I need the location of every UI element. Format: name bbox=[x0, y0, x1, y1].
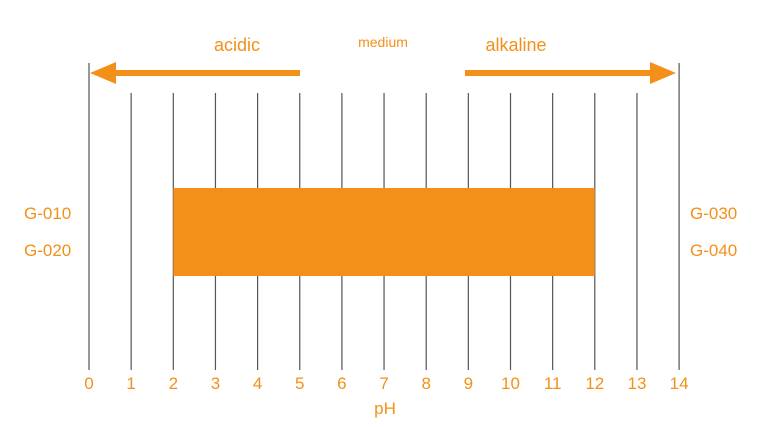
ph-range-bar bbox=[173, 188, 595, 276]
ph-tick-label: 2 bbox=[169, 374, 178, 393]
ph-tick-label: 5 bbox=[295, 374, 304, 393]
ph-tick-label: 12 bbox=[585, 374, 604, 393]
product-code-left-1: G-010 bbox=[24, 204, 71, 223]
ph-tick-label: 8 bbox=[421, 374, 430, 393]
product-code-right-1: G-030 bbox=[690, 204, 737, 223]
medium-label: medium bbox=[358, 34, 408, 50]
ph-tick-labels: 0 1 2 3 4 5 6 7 8 9 10 11 12 13 14 bbox=[84, 374, 688, 393]
ph-tick-label: 3 bbox=[211, 374, 220, 393]
ph-tick-label: 4 bbox=[253, 374, 262, 393]
ph-tick-label: 9 bbox=[464, 374, 473, 393]
ph-tick-label: 1 bbox=[126, 374, 135, 393]
ph-tick-label: 14 bbox=[670, 374, 689, 393]
product-code-left-2: G-020 bbox=[24, 241, 71, 260]
ph-tick-label: 11 bbox=[544, 374, 562, 393]
alkaline-label: alkaline bbox=[485, 35, 546, 55]
ph-tick-label: 13 bbox=[627, 374, 646, 393]
acidic-label: acidic bbox=[214, 35, 260, 55]
acidic-arrow bbox=[90, 62, 300, 84]
ph-tick-label: 10 bbox=[501, 374, 520, 393]
ph-axis-label: pH bbox=[374, 399, 396, 418]
product-code-right-2: G-040 bbox=[690, 241, 737, 260]
ph-tick-label: 7 bbox=[379, 374, 388, 393]
ph-tick-label: 6 bbox=[337, 374, 346, 393]
ph-tick-label: 0 bbox=[84, 374, 93, 393]
alkaline-arrow bbox=[465, 62, 676, 84]
